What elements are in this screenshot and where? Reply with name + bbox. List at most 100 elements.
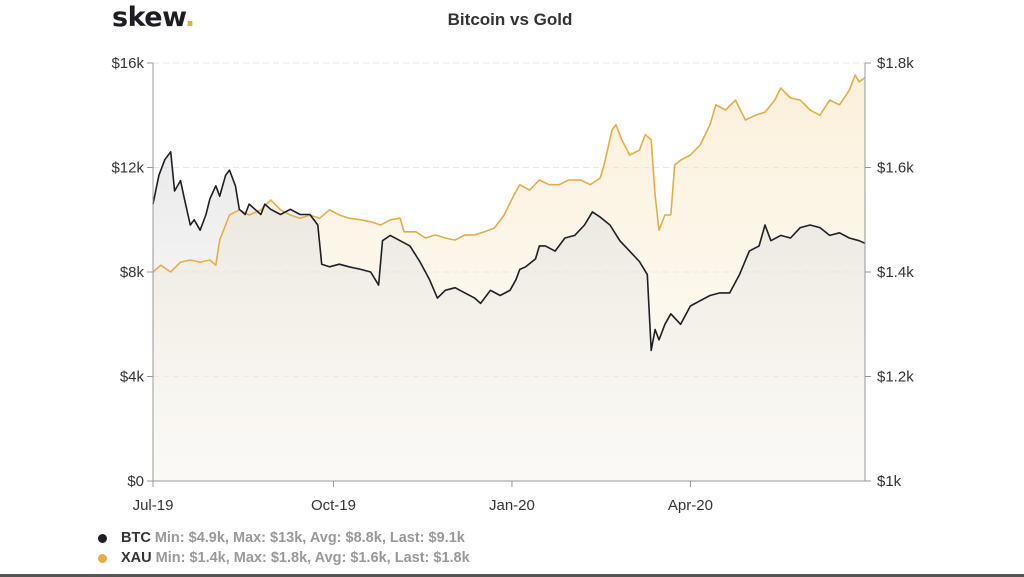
xau-point [474,234,475,235]
bottom-border [0,574,1024,577]
xau-point [670,214,671,215]
xau-point [529,189,530,190]
legend-item-btc[interactable]: BTC Min: $4.9k, Max: $13k, Avg: $8.8k, La… [98,530,465,546]
btc-point [329,266,330,267]
legend-item-xau[interactable]: XAU Min: $1.4k, Max: $1.8k, Avg: $1.6k, L… [98,550,470,566]
btc-point [509,290,510,291]
btc-point [819,227,820,228]
btc-point [639,261,640,262]
xau-point [709,124,710,125]
xau-point [859,81,860,82]
btc-point [690,305,691,306]
xau-point [349,218,350,219]
legend-name: XAU [121,550,152,566]
btc-point [749,251,750,252]
btc-point [378,284,379,285]
xau-point [170,271,171,272]
btc-point [445,290,446,291]
x-tick-label: Apr-20 [668,497,713,514]
xau-point [745,119,746,120]
xau-point [774,99,775,100]
xau-point [558,184,559,185]
btc-point [574,235,575,236]
btc-point [600,217,601,218]
xau-point [611,129,612,130]
xau-point [645,134,646,135]
xau-point [519,184,520,185]
btc-point [629,251,630,252]
btc-point [809,224,810,225]
btc-point [245,214,246,215]
btc-point [859,240,860,241]
xau-point [655,195,656,196]
xau-point [360,219,361,220]
legend-stats: Min: $4.9k, Max: $13k, Avg: $8.8k, Last:… [154,530,465,546]
btc-point [225,175,226,176]
xau-point [680,160,681,161]
xau-point [260,209,261,210]
xau-point [209,259,210,260]
btc-point [651,350,652,351]
btc-point [464,292,465,293]
btc-point [554,251,555,252]
xau-point [494,228,495,229]
btc-area [153,151,865,482]
btc-point [764,224,765,225]
btc-point [839,232,840,233]
btc-point [249,203,250,204]
xau-point [651,139,652,140]
xau-point [580,179,581,180]
chart-title: Bitcoin vs Gold [447,10,573,29]
x-tick-label: Jul-19 [133,497,174,514]
btc-point [500,295,501,296]
y-left-tick-label: $8k [120,264,145,281]
y-left-tick-label: $12k [111,160,144,177]
xau-point [849,90,850,91]
logo-dot: . [184,2,195,33]
btc-point [205,214,206,215]
btc-point [300,214,301,215]
xau-point [809,109,810,110]
btc-point [619,240,620,241]
btc-point [174,190,175,191]
legend-name: BTC [121,530,151,546]
xau-point [780,87,781,88]
btc-legend-dot [98,533,107,543]
btc-point [790,237,791,238]
btc-point [321,264,322,265]
xau-point [290,214,291,215]
btc-point [800,227,801,228]
xau-point [513,195,514,196]
xau-point [454,240,455,241]
btc-point [437,298,438,299]
btc-point [480,303,481,304]
xau-point [180,261,181,262]
xau-point [590,184,591,185]
y-left-tick-label: $16k [111,55,144,72]
xau-point [280,209,281,210]
xau-point [839,104,840,105]
btc-point [849,237,850,238]
btc-point [219,196,220,197]
btc-point [584,224,585,225]
btc-point [490,290,491,291]
btc-point [700,300,701,301]
xau-point [319,218,320,219]
y-right-tick-label: $1.8k [877,55,914,72]
xau-point [819,115,820,116]
xau-point [615,124,616,125]
btc-point [260,214,261,215]
btc-point [429,279,430,280]
xau-point [329,209,330,210]
btc-point [535,258,536,259]
xau-point [160,265,161,266]
btc-point [729,292,730,293]
y-right-tick-label: $1k [877,473,902,490]
xau-point [674,164,675,165]
btc-point [664,324,665,325]
btc-point [515,279,516,280]
btc-point [339,264,340,265]
xau-point [568,179,569,180]
xau-point [715,104,716,105]
